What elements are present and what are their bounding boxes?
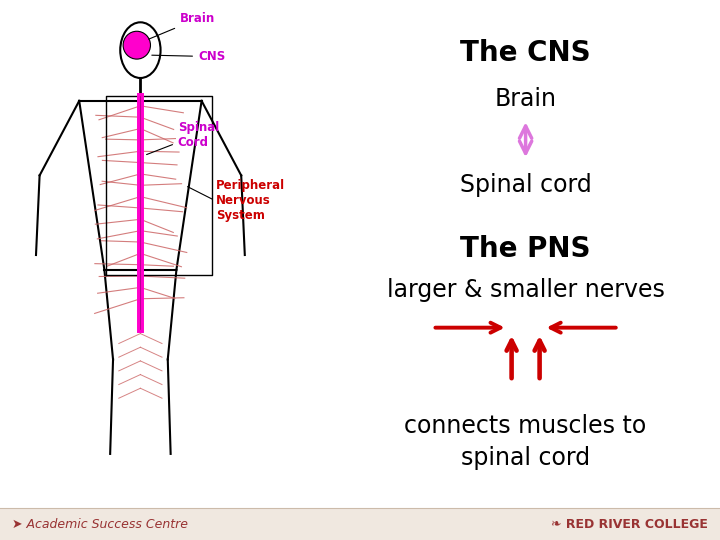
Bar: [0, 508, 720, 540]
Text: Spinal cord: Spinal cord: [460, 173, 591, 198]
Text: ❧ RED RIVER COLLEGE: ❧ RED RIVER COLLEGE: [551, 517, 708, 530]
Text: Brain: Brain: [495, 87, 557, 111]
Text: The CNS: The CNS: [460, 39, 591, 68]
Text: Brain: Brain: [149, 12, 215, 39]
Text: Peripheral
Nervous
System: Peripheral Nervous System: [216, 179, 285, 222]
Text: larger & smaller nerves: larger & smaller nerves: [387, 278, 665, 301]
Text: ➤ Academic Success Centre: ➤ Academic Success Centre: [12, 517, 188, 530]
Ellipse shape: [123, 31, 150, 59]
Text: The PNS: The PNS: [460, 235, 591, 263]
Text: Spinal
Cord: Spinal Cord: [147, 120, 219, 154]
Text: CNS: CNS: [152, 50, 225, 63]
Text: connects muscles to
spinal cord: connects muscles to spinal cord: [405, 414, 647, 470]
